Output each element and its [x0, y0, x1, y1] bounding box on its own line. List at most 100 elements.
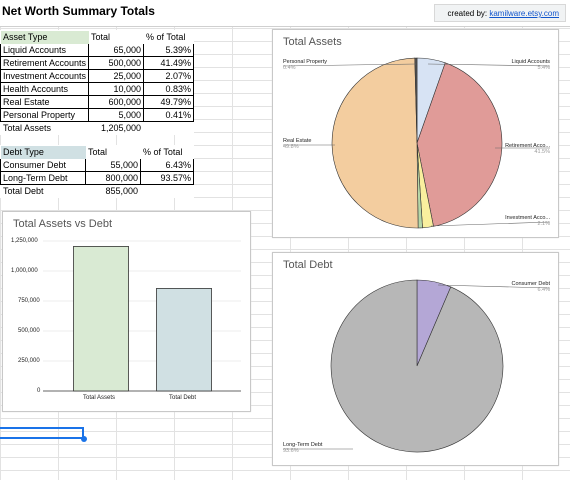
header-cell[interactable]: Total — [88, 147, 108, 157]
header-cell[interactable]: % of Total — [143, 147, 183, 157]
bar-total-assets[interactable] — [73, 246, 129, 392]
cell[interactable]: 55,000 — [85, 158, 141, 172]
y-tick-label: 250,000 — [18, 358, 40, 364]
cell[interactable]: 6.43% — [140, 158, 194, 172]
slice-label-personal-property: Personal Property 0.4% — [283, 59, 327, 71]
cell[interactable]: 41.49% — [143, 56, 194, 70]
slice-label-liquid-accounts: Liquid Accounts 5.4% — [511, 59, 550, 71]
cell[interactable]: Consumer Debt — [0, 158, 86, 172]
leader-line — [437, 284, 551, 289]
cell[interactable]: Investment Accounts — [0, 69, 90, 83]
cell[interactable] — [141, 185, 194, 198]
slice-label-long-term-debt: Long-Term Debt 93.6% — [283, 442, 322, 454]
header-cell[interactable]: Total — [91, 32, 111, 42]
cell[interactable]: 600,000 — [88, 95, 145, 109]
cell[interactable]: Retirement Accounts — [0, 56, 90, 70]
header-cell[interactable]: Debt Type — [0, 145, 86, 159]
y-tick-label: 1,250,000 — [11, 238, 38, 244]
header-cell[interactable]: Asset Type — [0, 30, 89, 44]
total-debt-pie-chart[interactable]: Total Debt Consumer Debt 6.4% Long-Term D… — [272, 252, 559, 466]
y-tick-label: 500,000 — [18, 328, 40, 334]
total-label[interactable]: Total Debt — [3, 186, 44, 196]
slice-label-retirement: Retirement Acco... 41.5% — [505, 143, 550, 155]
cell[interactable]: 49.79% — [143, 95, 194, 109]
table-row: Long-Term Debt 800,000 93.57% — [0, 171, 194, 185]
table-header-row: Debt Type Total % of Total — [0, 145, 194, 159]
chart-title: Total Debt — [283, 259, 333, 271]
slice-pct: 49.8% — [283, 144, 299, 150]
fill-handle[interactable] — [81, 436, 87, 442]
cell[interactable]: Long-Term Debt — [0, 171, 86, 185]
total-label[interactable]: Total Assets — [3, 123, 52, 133]
bar-svg — [43, 240, 241, 392]
table-row: Real Estate 600,000 49.79% — [0, 95, 194, 109]
assets-table: Asset Type Total % of Total Liquid Accou… — [0, 30, 194, 135]
slice-pct: 41.5% — [534, 149, 550, 155]
slice-pct: 0.4% — [283, 65, 296, 71]
table-row: Liquid Accounts 65,000 5.39% — [0, 43, 194, 57]
cell[interactable]: 25,000 — [88, 69, 145, 83]
credit-link[interactable]: kamilware.etsy.com — [489, 9, 559, 18]
cell[interactable]: 0.83% — [143, 82, 194, 96]
table-row: Retirement Accounts 500,000 41.49% — [0, 56, 194, 70]
slice-name: Long-Term Debt — [283, 442, 323, 448]
cell[interactable] — [144, 122, 194, 135]
cell[interactable]: 500,000 — [88, 56, 145, 70]
pie-svg — [282, 57, 551, 229]
slice-pct: 2.1% — [537, 221, 550, 227]
table-row: Consumer Debt 55,000 6.43% — [0, 158, 194, 172]
cell[interactable]: 5.39% — [143, 43, 194, 57]
slice-pct: 93.6% — [283, 448, 299, 454]
table-total-row: Total Debt 855,000 — [1, 185, 194, 198]
pie-slice-personal-property[interactable] — [414, 57, 418, 144]
table-header-row: Asset Type Total % of Total — [0, 30, 194, 44]
cell[interactable]: 800,000 — [85, 171, 141, 185]
cell[interactable]: Liquid Accounts — [0, 43, 90, 57]
pie-slice-retirement-acco-[interactable] — [416, 62, 503, 227]
debt-table: Debt Type Total % of Total Consumer Debt… — [0, 145, 194, 198]
slice-name: Consumer Debt — [511, 281, 550, 287]
pie-slice-real-estate[interactable] — [331, 57, 419, 229]
cell[interactable]: 0.41% — [143, 108, 194, 122]
table-row: Investment Accounts 25,000 2.07% — [0, 69, 194, 83]
slice-name: Retirement Acco... — [505, 143, 550, 149]
chart-title: Total Assets vs Debt — [13, 218, 113, 230]
slice-pct: 6.4% — [537, 287, 550, 293]
y-tick-label: 1,000,000 — [11, 268, 38, 274]
cell[interactable]: Health Accounts — [0, 82, 90, 96]
cell[interactable]: 2.07% — [143, 69, 194, 83]
credit-box: created by: kamilware.etsy.com — [434, 4, 566, 22]
slice-name: Liquid Accounts — [511, 59, 550, 65]
table-row: Health Accounts 10,000 0.83% — [0, 82, 194, 96]
leader-line — [430, 221, 551, 227]
total-assets-pie-chart[interactable]: Total Assets Personal Property 0.4% Liqui… — [272, 29, 559, 238]
cell[interactable]: Personal Property — [0, 108, 90, 122]
slice-pct: 5.4% — [537, 65, 550, 71]
header-cell[interactable]: % of Total — [146, 32, 186, 42]
total-value[interactable]: 1,205,000 — [101, 123, 142, 133]
slice-name: Real Estate — [283, 138, 312, 144]
slice-label-investment: Investment Acco... 2.1% — [505, 215, 550, 227]
title-row: Net Worth Summary Totals created by: kam… — [0, 0, 570, 27]
selected-cell[interactable] — [0, 427, 84, 439]
bar-total-debt[interactable] — [156, 288, 212, 392]
pie-svg — [283, 279, 551, 453]
slice-label-real-estate: Real Estate 49.8% — [283, 138, 311, 150]
credit-prefix: created by: — [447, 9, 488, 18]
table-total-row: Total Assets 1,205,000 — [1, 122, 194, 135]
cell[interactable]: 65,000 — [88, 43, 145, 57]
slice-label-consumer-debt: Consumer Debt 6.4% — [511, 281, 550, 293]
cell[interactable]: Real Estate — [0, 95, 90, 109]
assets-vs-debt-bar-chart[interactable]: Total Assets vs Debt 1,250,000 1,000,000… — [2, 211, 251, 412]
y-tick-label: 750,000 — [18, 298, 40, 304]
chart-title: Total Assets — [283, 36, 342, 48]
leader-line — [282, 63, 417, 67]
cell[interactable]: 10,000 — [88, 82, 145, 96]
pie-slice-long-term-debt[interactable] — [330, 279, 504, 453]
x-tick-label: Total Assets — [83, 395, 116, 401]
cell[interactable]: 5,000 — [88, 108, 145, 122]
sheet-title: Net Worth Summary Totals — [2, 4, 155, 18]
x-tick-label: Total Debt — [169, 395, 197, 401]
total-value[interactable]: 855,000 — [105, 186, 138, 196]
cell[interactable]: 93.57% — [140, 171, 194, 185]
